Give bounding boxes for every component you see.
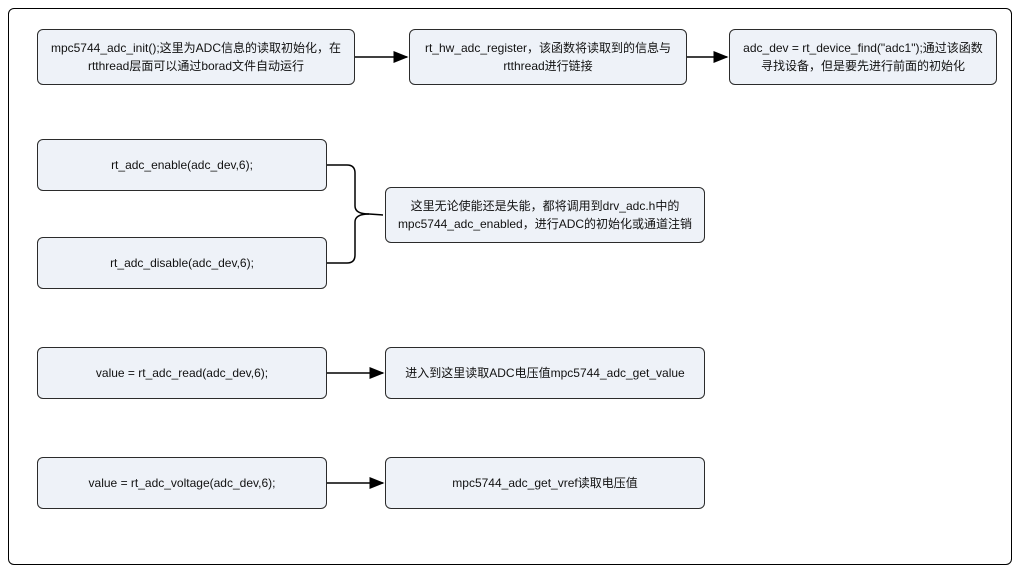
node-n5: rt_adc_disable(adc_dev,6); bbox=[37, 237, 327, 289]
node-n9: value = rt_adc_voltage(adc_dev,6); bbox=[37, 457, 327, 509]
node-n8: 进入到这里读取ADC电压值mpc5744_adc_get_value bbox=[385, 347, 705, 399]
node-n1: mpc5744_adc_init();这里为ADC信息的读取初始化，在rtthr… bbox=[37, 29, 355, 85]
node-n2: rt_hw_adc_register，该函数将读取到的信息与rtthread进行… bbox=[409, 29, 687, 85]
node-n3: adc_dev = rt_device_find("adc1");通过该函数寻找… bbox=[729, 29, 997, 85]
diagram-frame: mpc5744_adc_init();这里为ADC信息的读取初始化，在rtthr… bbox=[8, 8, 1012, 565]
node-n4: rt_adc_enable(adc_dev,6); bbox=[37, 139, 327, 191]
node-n10: mpc5744_adc_get_vref读取电压值 bbox=[385, 457, 705, 509]
node-n6: 这里无论使能还是失能，都将调用到drv_adc.h中的mpc5744_adc_e… bbox=[385, 187, 705, 243]
node-n7: value = rt_adc_read(adc_dev,6); bbox=[37, 347, 327, 399]
